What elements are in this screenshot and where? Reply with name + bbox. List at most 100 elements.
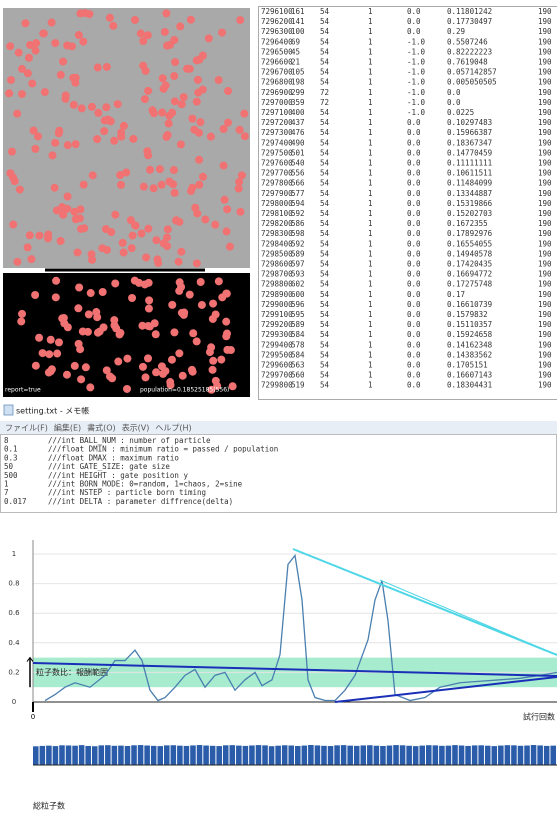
setting-comment: ///int GATE_SIZE: gate size	[48, 462, 170, 471]
particle	[26, 231, 34, 239]
log-cell: -1.0	[407, 37, 426, 46]
bar	[406, 746, 412, 765]
log-cell: 7296700	[261, 68, 293, 77]
log-cell: 0.7619048	[447, 58, 488, 67]
screen: report=true population=0.18525185(556) 7…	[0, 0, 557, 815]
particle	[207, 133, 215, 141]
bar	[223, 745, 229, 765]
particle	[17, 317, 25, 325]
log-cell: 54	[320, 381, 330, 390]
setting-comment: ///int NSTEP : particle born timing	[48, 488, 206, 497]
log-cell: 1	[368, 350, 373, 359]
bar	[203, 746, 209, 765]
menu-item[interactable]: 表示(V)	[122, 423, 150, 433]
bar	[518, 746, 524, 765]
log-cell: 72	[320, 98, 329, 107]
log-cell: 1	[368, 249, 373, 258]
particle	[127, 216, 135, 224]
particle	[165, 120, 173, 128]
bar	[40, 746, 46, 765]
log-cell: 7297600	[261, 159, 293, 168]
particle	[74, 304, 82, 312]
particle	[179, 372, 187, 380]
log-cell: 1	[368, 340, 373, 349]
particle	[215, 277, 223, 285]
bar	[288, 746, 294, 765]
log-cell: 0.0	[407, 350, 421, 359]
log-cell: 1	[368, 310, 373, 319]
log-cell: 0.16554055	[447, 239, 492, 248]
particle	[236, 16, 244, 24]
particle	[34, 132, 42, 140]
log-cell: 54	[320, 219, 330, 228]
particle	[7, 76, 15, 84]
x-axis-label: 総粒子数	[33, 801, 65, 811]
log-cell: 0.0	[447, 98, 461, 107]
particle	[86, 383, 94, 391]
log-cell: 0.0	[407, 219, 421, 228]
particle	[161, 28, 169, 36]
particle	[162, 9, 170, 17]
x-tick-label: 0	[31, 713, 35, 721]
particle	[57, 237, 65, 245]
line-chart: 00.20.40.60.810粒子数比：報酬範囲試行回数	[8, 540, 557, 722]
particle	[150, 184, 158, 192]
particle	[15, 49, 23, 57]
log-cell: 190	[538, 209, 552, 218]
particle	[211, 221, 219, 229]
particle	[139, 62, 147, 70]
log-cell: 54	[320, 27, 330, 36]
log-cell: 0.0	[407, 7, 421, 16]
menu-item[interactable]: ファイル(F)	[5, 424, 48, 433]
particle	[98, 244, 106, 252]
particle	[171, 189, 179, 197]
menu-item[interactable]: 書式(O)	[87, 423, 116, 433]
log-cell: 1	[368, 98, 373, 107]
log-cell: 0.0	[407, 371, 421, 380]
particle	[186, 65, 194, 73]
log-cell: 190	[538, 219, 552, 228]
particle	[222, 290, 230, 298]
log-cell: 0.5507246	[447, 37, 488, 46]
menu-item[interactable]: 編集(E)	[54, 423, 81, 433]
bar	[361, 745, 367, 765]
log-cell: 190	[538, 68, 552, 77]
log-cell: 7299100	[261, 310, 293, 319]
particle	[32, 39, 40, 47]
log-cell: 190	[538, 138, 552, 147]
log-cell: 0.0	[407, 27, 421, 36]
bar	[341, 745, 347, 765]
bar	[269, 746, 275, 765]
log-cell: 577	[291, 189, 305, 198]
bar	[197, 745, 203, 765]
particle	[227, 346, 235, 354]
menu-item[interactable]: ヘルプ(H)	[155, 424, 191, 433]
particle	[152, 236, 160, 244]
particle	[193, 98, 201, 106]
log-cell: 190	[538, 381, 552, 390]
log-cell: 592	[291, 209, 305, 218]
log-cell: 54	[320, 199, 330, 208]
log-cell: 7298200	[261, 219, 293, 228]
particle	[193, 337, 201, 345]
setting-comment: ///float DMIN : minimum ratio = passed /…	[48, 445, 278, 454]
log-cell: 1	[368, 260, 373, 269]
particle	[170, 328, 178, 336]
particle	[53, 350, 61, 358]
y-tick-label: 0.8	[8, 580, 19, 588]
log-cell: -1.0	[407, 88, 426, 97]
log-cell: 54	[320, 138, 330, 147]
bar	[210, 746, 216, 765]
particle	[44, 234, 52, 242]
bar	[367, 745, 373, 765]
log-cell: 0.11111111	[447, 159, 492, 168]
log-cell: 190	[538, 128, 552, 137]
particle	[158, 109, 166, 117]
particle	[72, 215, 80, 223]
log-cell: 54	[320, 229, 330, 238]
particle	[158, 181, 166, 189]
log-cell: 1	[368, 68, 373, 77]
particle	[75, 283, 83, 291]
log-cell: 602	[291, 280, 305, 289]
particle	[145, 296, 153, 304]
